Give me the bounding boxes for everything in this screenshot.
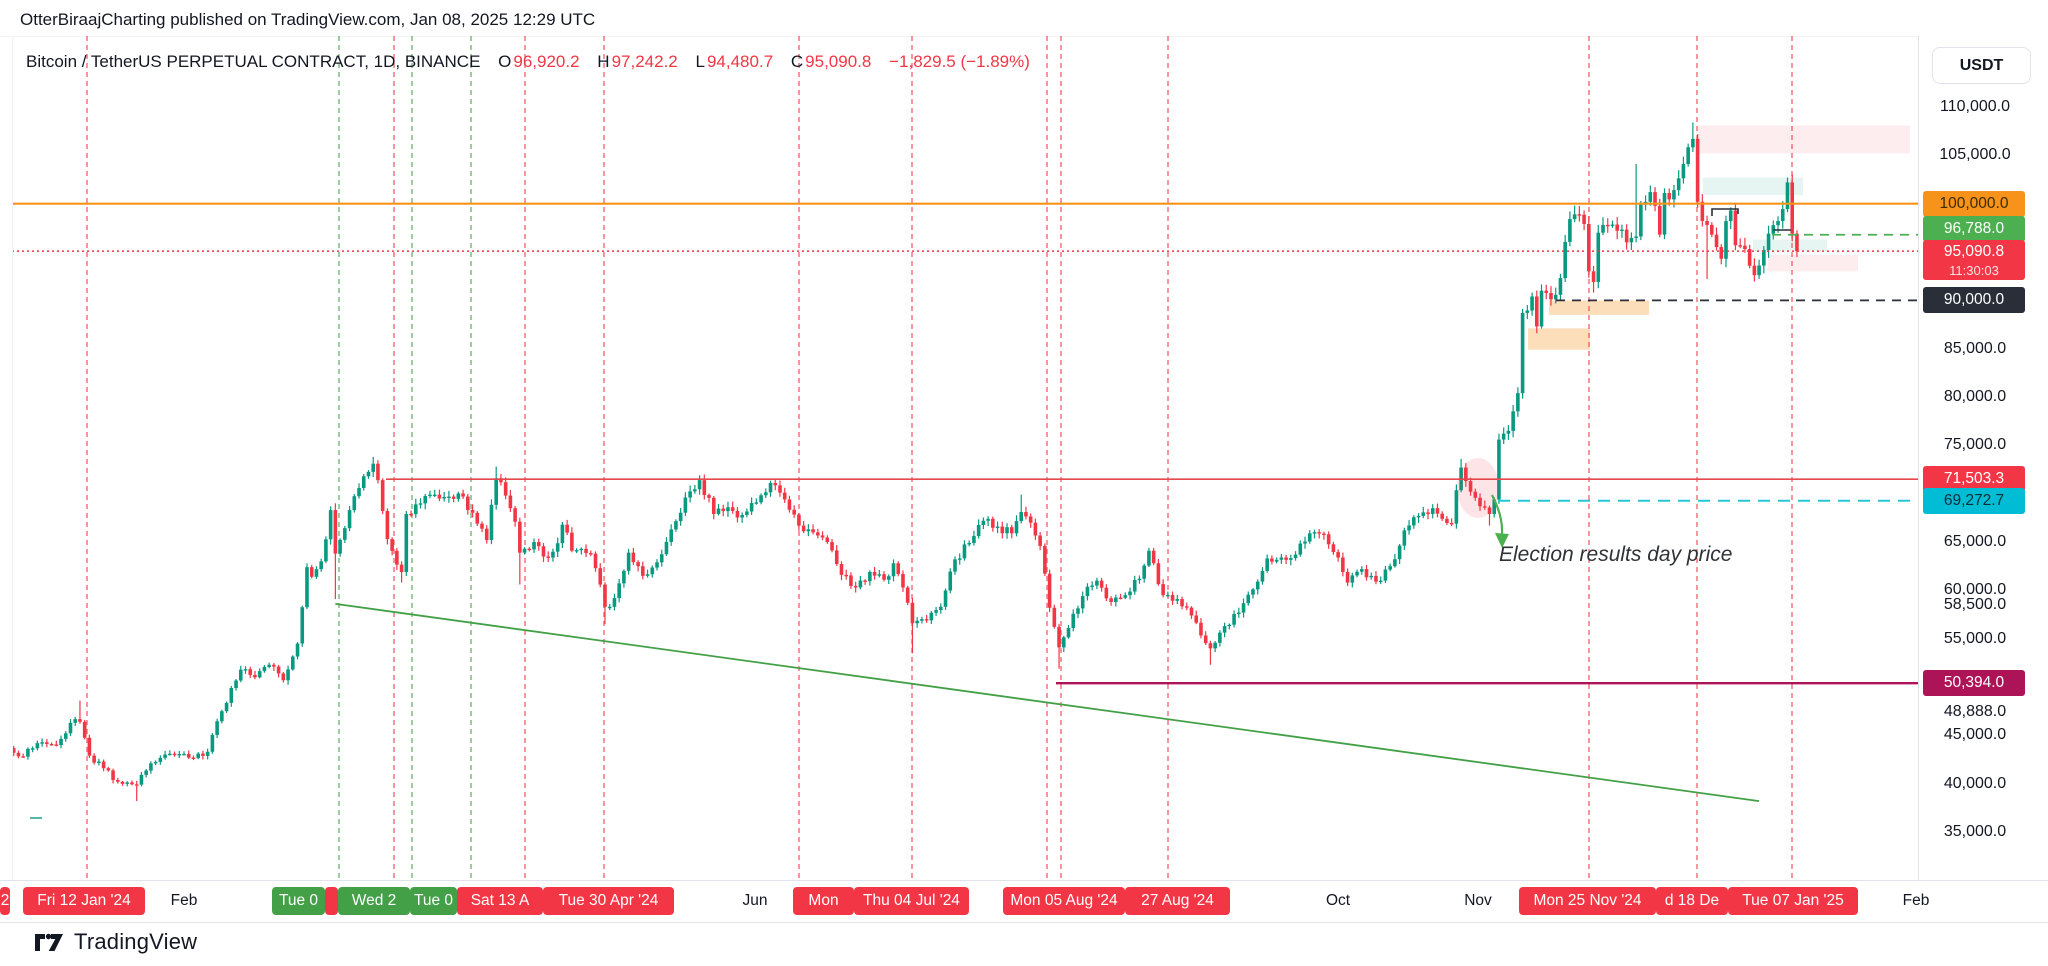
price-tick-label: 35,000.0	[1925, 822, 2025, 843]
time-axis-month-label: Feb	[1902, 892, 1930, 909]
plot-layer	[12, 36, 1918, 880]
supply-demand-zone	[1703, 177, 1803, 195]
date-highlight-badge: Fri 12 Jan '24	[23, 887, 145, 915]
date-highlight-badge: Mon 05 Aug '24	[1003, 887, 1125, 915]
tradingview-logo-icon	[35, 933, 63, 951]
candles-layer	[12, 122, 1799, 802]
ohlc-close-label: C	[790, 52, 804, 71]
date-highlight-badge: Tue 0	[272, 887, 325, 915]
date-highlight-badge: Wed 2	[338, 887, 410, 915]
price-badge-countdown: 11:30:03	[1949, 263, 1999, 279]
price-tick-label: 85,000.0	[1925, 338, 2025, 359]
date-highlight-badge: 27 Aug '24	[1125, 887, 1230, 915]
time-axis-month-label: Jun	[742, 892, 768, 909]
supply-demand-zone	[1753, 239, 1827, 252]
date-highlight-badge: d 18 De	[1656, 887, 1728, 915]
supply-demand-zone	[1698, 125, 1910, 154]
ohlc-change-value: −1,829.5 (−1.89%)	[889, 52, 1030, 71]
header-divider	[0, 36, 2048, 37]
time-axis-month-label: Feb	[170, 892, 198, 909]
price-axis[interactable]: USDT 110,000.0 105,000.0 85,000.0 80,000.0 7…	[1918, 36, 2048, 880]
currency-toggle-button[interactable]: USDT	[1932, 47, 2031, 84]
price-level-badge: 95,090.8 11:30:03	[1923, 240, 2025, 281]
price-level-badge: 90,000.0	[1923, 287, 2025, 314]
price-level-badge: 50,394.0	[1923, 670, 2025, 697]
ohlc-high-label: H	[597, 52, 610, 71]
price-tick-label: 110,000.0	[1925, 97, 2025, 117]
chart-annotation-election-text[interactable]: Election results day price	[1499, 543, 1733, 566]
footer: TradingView	[0, 922, 2048, 966]
ohlc-close-value: 95,090.8	[805, 52, 872, 71]
election-candles-highlight	[1457, 458, 1499, 518]
time-axis-month-label: Nov	[1464, 892, 1492, 909]
price-level-badge: 96,788.0	[1923, 215, 2025, 242]
time-axis-month-label: Oct	[1325, 892, 1351, 909]
ohlc-high-value: 97,242.2	[611, 52, 678, 71]
date-highlight-badge: Sat 13 A	[457, 887, 543, 915]
date-highlight-badge: Thu 04 Jul '24	[854, 887, 969, 915]
date-highlight-badge: Tue 30 Apr '24	[543, 887, 674, 915]
date-highlight-badge	[325, 887, 338, 915]
time-axis[interactable]: 2 Fri 12 Jan '24 Feb Tue 0 Wed 2 Tue 0 Sat 13 …	[0, 880, 2048, 923]
symbol-title[interactable]: Bitcoin / TetherUS PERPETUAL CONTRACT, 1…	[26, 52, 481, 71]
price-tick-label: 48,888.0	[1925, 701, 2025, 722]
tradingview-wordmark: TradingView	[74, 929, 198, 954]
ohlc-low-label: L	[695, 52, 705, 71]
publisher-line: OtterBiraajCharting published on Trading…	[20, 10, 596, 29]
supply-demand-zone	[1528, 328, 1590, 350]
descending-trendline	[335, 602, 1760, 802]
price-tick-label: 45,000.0	[1925, 725, 2025, 746]
tradingview-brand-link[interactable]: TradingView	[34, 929, 197, 955]
price-tick-label: 65,000.0	[1925, 532, 2025, 552]
ohlc-open-label: O	[498, 52, 512, 71]
price-tick-label: 55,000.0	[1925, 628, 2025, 649]
annotation-arrow	[1491, 494, 1504, 535]
supply-demand-zone	[1768, 254, 1858, 272]
date-highlight-badge: Tue 0	[410, 887, 457, 915]
plot-left-border	[12, 36, 13, 880]
date-highlight-badge: Tue 07 Jan '25	[1728, 887, 1858, 915]
price-level-badge: 71,503.3	[1923, 466, 2025, 493]
date-highlight-badge: Mon	[793, 887, 854, 915]
ohlc-low-value: 94,480.7	[706, 52, 774, 71]
price-tick-label: 40,000.0	[1925, 773, 2025, 794]
price-tick-label: 105,000.0	[1925, 145, 2025, 166]
price-tick-label: 58,500.0	[1925, 594, 2025, 615]
price-tick-label: 75,000.0	[1925, 435, 2025, 456]
price-level-badge: 100,000.0	[1923, 190, 2025, 217]
supply-demand-zone	[1549, 300, 1649, 315]
date-highlight-badge: 2	[0, 887, 10, 915]
price-level-badge: 69,272.7	[1923, 487, 2025, 514]
chart-legend: Bitcoin / TetherUS PERPETUAL CONTRACT, 1…	[26, 52, 1030, 72]
drawing-mark	[1711, 208, 1739, 216]
price-tick-label: 80,000.0	[1925, 387, 2025, 407]
date-highlight-badge: Mon 25 Nov '24	[1519, 887, 1656, 915]
annotation-arrow-head	[1495, 533, 1509, 548]
ohlc-open-value: 96,920.2	[513, 52, 580, 71]
